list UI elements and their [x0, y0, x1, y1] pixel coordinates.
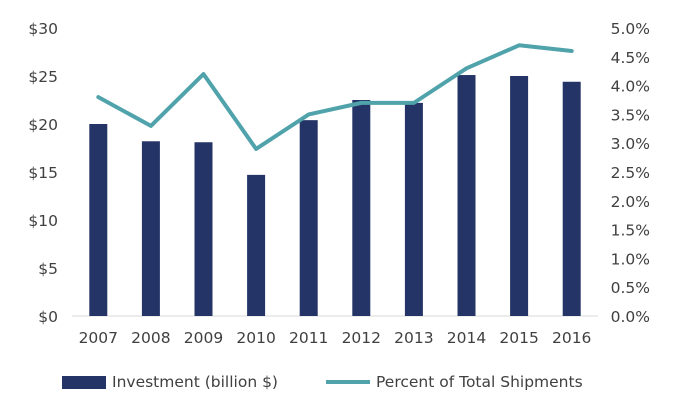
y-right-tick-label: 4.5%: [611, 49, 650, 67]
x-tick-label: 2009: [184, 329, 223, 347]
y-left-tick-label: $30: [28, 20, 58, 38]
line-point-percent: [308, 113, 310, 115]
legend-label-percent: Percent of Total Shipments: [376, 373, 583, 391]
bar-investment: [457, 75, 476, 316]
line-point-percent: [360, 102, 362, 104]
y-right-tick-label: 2.5%: [611, 164, 650, 182]
y-left-tick-label: $5: [38, 260, 58, 278]
line-point-percent: [97, 96, 99, 98]
y-right-tick-label: 5.0%: [611, 20, 650, 38]
legend-item-investment: Investment (billion $): [62, 367, 278, 397]
y-left-tick-label: $15: [28, 164, 58, 182]
line-point-percent: [150, 125, 152, 127]
legend-item-percent: Percent of Total Shipments: [326, 367, 583, 397]
x-tick-label: 2013: [394, 329, 433, 347]
legend-label-investment: Investment (billion $): [112, 373, 278, 391]
y-right-tick-label: 0.5%: [611, 279, 650, 297]
line-percent-shipments: [96, 43, 574, 151]
bar-investment: [89, 124, 108, 316]
x-tick-label: 2016: [552, 329, 591, 347]
bar-investment: [510, 76, 529, 316]
y-left-tick-label: $0: [38, 308, 58, 326]
bar-investment: [562, 81, 581, 316]
legend-swatch-bar: [62, 375, 106, 389]
y-right-tick-label: 1.5%: [611, 222, 650, 240]
bar-investment: [247, 174, 266, 316]
x-tick-label: 2007: [79, 329, 118, 347]
y-right-tick-label: 1.0%: [611, 250, 650, 268]
y-right-tick-label: 3.0%: [611, 135, 650, 153]
line-point-percent: [413, 102, 415, 104]
x-tick-label: 2008: [131, 329, 170, 347]
legend-swatch-line: [326, 380, 370, 384]
y-left-tick-label: $20: [28, 116, 58, 134]
line-point-percent: [518, 44, 520, 46]
y-right-tick-label: 0.0%: [611, 308, 650, 326]
combo-chart: $0 $5 $10 $15 $20 $25 $30 0.0% 0.5% 1.0% 1.5% 2.0% 2…: [28, 20, 650, 347]
y-right-tick-label: 2.0%: [611, 193, 650, 211]
legend: Investment (billion $) Percent of Total …: [0, 367, 676, 397]
y-right-tick-label: 4.0%: [611, 78, 650, 96]
bar-investment: [141, 141, 160, 316]
line-point-percent: [466, 67, 467, 69]
y-left-tick-label: $10: [28, 212, 58, 230]
x-tick-label: 2014: [447, 329, 486, 347]
bar-investment: [404, 102, 423, 316]
x-tick-label: 2010: [236, 329, 275, 347]
x-tick-label: 2011: [289, 329, 328, 347]
bar-investment: [299, 120, 318, 316]
bar-investment: [352, 100, 371, 316]
x-tick-label: 2012: [342, 329, 381, 347]
line-point-percent: [255, 148, 257, 150]
bar-investment: [194, 142, 213, 316]
line-point-percent: [571, 50, 573, 52]
line-point-percent: [203, 73, 204, 75]
x-tick-label: 2015: [499, 329, 538, 347]
y-right-tick-label: 3.5%: [611, 106, 650, 124]
y-left-tick-label: $25: [28, 68, 58, 86]
